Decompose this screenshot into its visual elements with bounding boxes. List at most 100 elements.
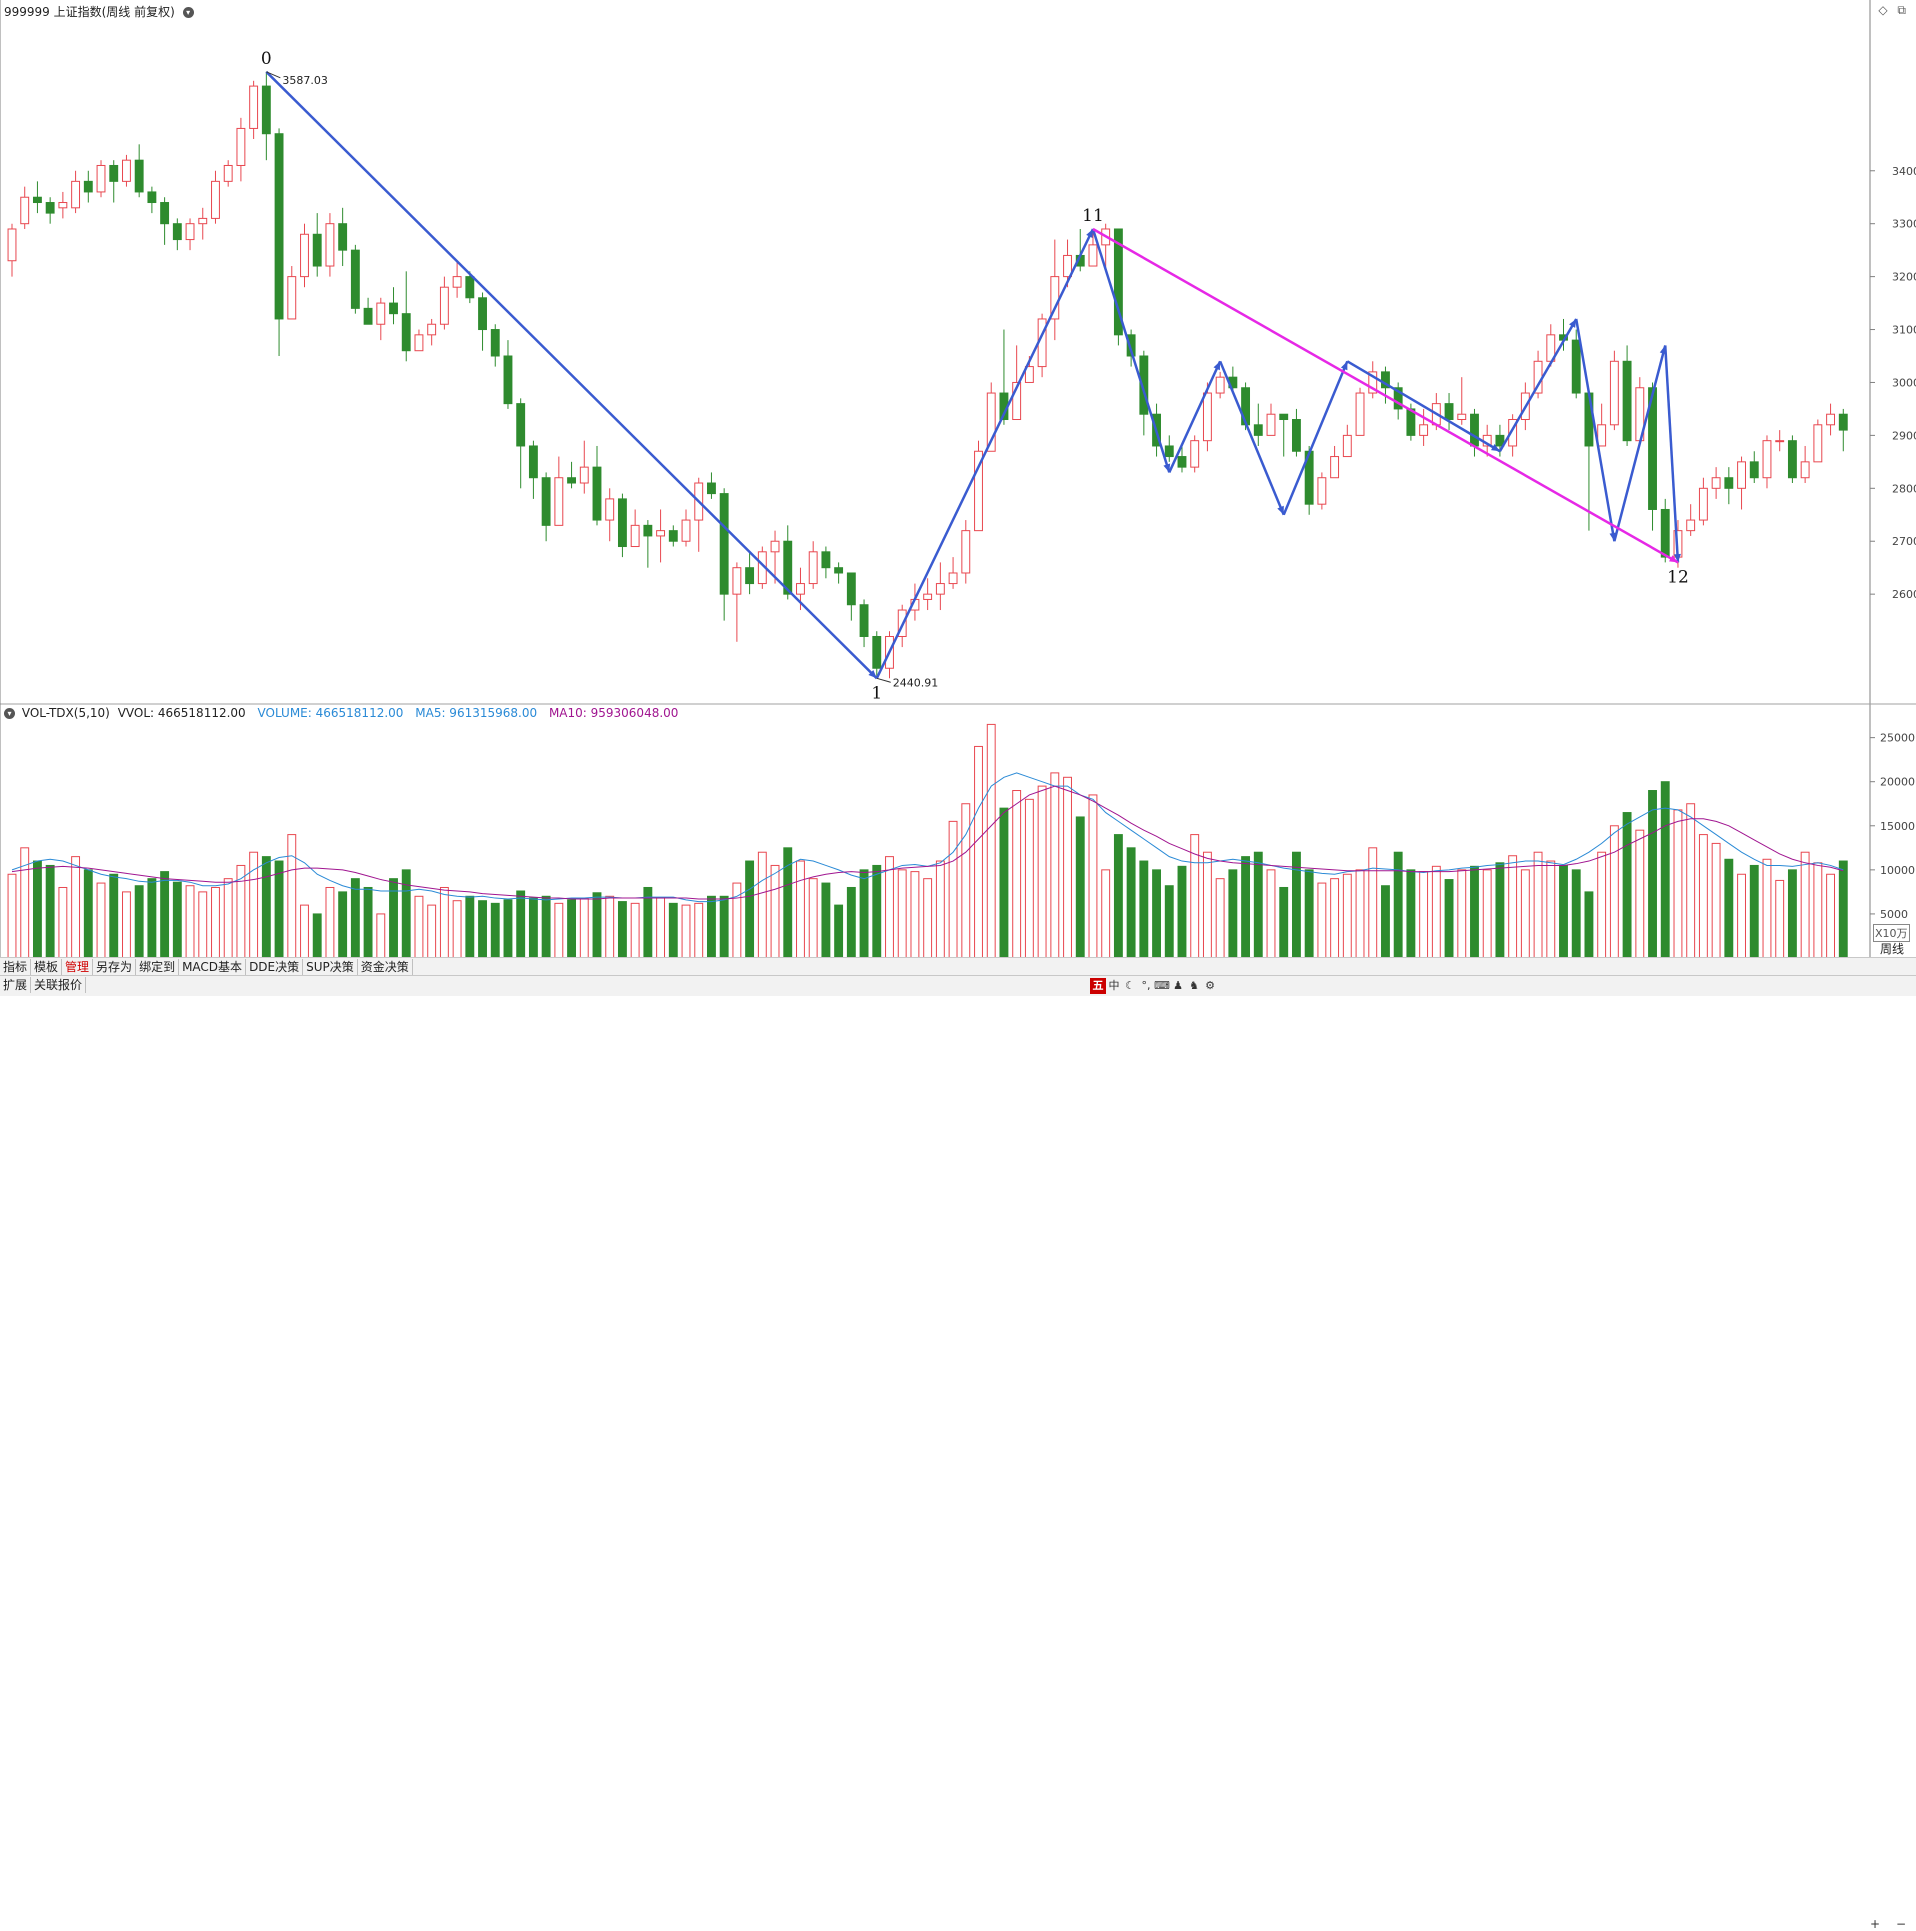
volume-bar <box>1813 862 1823 959</box>
wave-line-blue <box>1091 228 1171 473</box>
chevron-down-icon[interactable]: ▾ <box>182 7 194 18</box>
high-pointer <box>266 71 281 79</box>
candle-body <box>1711 477 1721 489</box>
volume-bar <box>859 869 869 959</box>
candle-body <box>274 133 284 320</box>
tab-macd[interactable]: MACD基本 <box>179 959 247 975</box>
wave-line-blue-arrowhead <box>1213 361 1221 371</box>
candle-body <box>1470 413 1479 447</box>
volume-bar <box>923 878 933 959</box>
volume-bar <box>872 864 882 959</box>
volume-value: VOLUME: 466518112.00 <box>257 706 404 720</box>
volume-bar <box>834 904 844 959</box>
candle-body <box>490 329 500 357</box>
candle-body <box>796 583 805 595</box>
volume-bar <box>1457 869 1467 959</box>
candle-body <box>1215 376 1225 394</box>
wave-line-blue <box>1168 360 1222 473</box>
y-tick-label: 2800 <box>1892 482 1916 495</box>
tab-dde[interactable]: DDE决策 <box>246 959 304 975</box>
candle-body <box>528 445 538 479</box>
candle-body <box>719 493 729 595</box>
volume-bar <box>630 902 640 959</box>
candle-body <box>300 233 309 278</box>
wave-line-blue-arrowhead <box>1569 318 1577 328</box>
volume-bar <box>1622 812 1632 959</box>
volume-bar <box>1050 772 1060 959</box>
tab-sup[interactable]: SUP决策 <box>303 959 358 975</box>
volume-bar <box>1139 860 1149 959</box>
tab-extend[interactable]: 扩展 <box>0 977 32 993</box>
candle-body <box>211 180 220 219</box>
candle-body <box>821 551 831 569</box>
zoom-out-button[interactable]: − <box>1895 1917 1906 1931</box>
tab-template[interactable]: 模板 <box>31 959 63 975</box>
volume-bar <box>1508 855 1518 959</box>
volume-bar <box>1686 803 1696 959</box>
tab-manage[interactable]: 管理 <box>62 959 94 975</box>
volume-bar <box>516 890 526 959</box>
ma5-value: MA5: 961315968.00 <box>415 706 538 720</box>
candle-body <box>579 466 589 484</box>
candle-body <box>1737 461 1746 489</box>
volume-bar <box>745 860 755 959</box>
volume-bar <box>961 803 971 959</box>
volume-bar <box>45 864 55 959</box>
keyboard-icon[interactable]: ⌨ <box>1154 979 1170 992</box>
chevron-down-icon[interactable]: ▾ <box>4 708 15 719</box>
diamond-icon[interactable]: ◇ <box>1878 3 1888 17</box>
person-icon[interactable]: ♞ <box>1189 979 1199 992</box>
candle-body <box>1495 434 1505 447</box>
candle-body <box>376 302 386 325</box>
volume-bar <box>1520 869 1530 959</box>
candle-body <box>1291 419 1301 452</box>
volume-bar <box>1495 862 1505 959</box>
candle-body <box>1088 244 1098 267</box>
restore-icon[interactable]: ⧉ <box>1897 3 1906 17</box>
volume-bar <box>1291 851 1301 959</box>
tab-indicator[interactable]: 指标 <box>0 959 32 975</box>
volume-bar <box>7 873 17 959</box>
volume-bar <box>541 895 551 959</box>
volume-bar <box>1724 858 1734 959</box>
wu-icon[interactable]: 五 <box>1090 978 1106 994</box>
moon-icon[interactable]: ☾ <box>1125 979 1135 992</box>
volume-bar <box>796 860 805 959</box>
tab-bind-to[interactable]: 绑定到 <box>136 959 180 975</box>
candle-body <box>287 276 297 320</box>
candle-body <box>363 307 373 325</box>
wave-label: 11 <box>1082 206 1104 226</box>
tab-related-quotes[interactable]: 关联报价 <box>31 977 87 993</box>
volume-bar <box>668 902 678 959</box>
candle-body <box>503 355 513 405</box>
chart-canvas[interactable]: 2600 2700 2800 2900 3000 3100 3200 3300 3400 5000… <box>0 0 1916 995</box>
volume-bar <box>770 864 780 959</box>
volume-bar <box>579 897 589 959</box>
zhong-icon[interactable]: 中 <box>1108 979 1120 992</box>
candle-body <box>745 567 755 585</box>
candle-body <box>58 202 68 209</box>
settings-icon[interactable]: ⚙ <box>1205 979 1215 992</box>
punctuation-icon[interactable]: °, <box>1141 979 1151 992</box>
zoom-in-button[interactable]: + <box>1870 1917 1881 1931</box>
candle-body <box>1838 413 1848 431</box>
candle-body <box>948 572 958 585</box>
candle-body <box>465 276 475 299</box>
volume-bar <box>1419 871 1429 959</box>
volume-bar <box>503 899 513 959</box>
candle-body <box>1381 371 1390 389</box>
volume-bar <box>261 856 271 959</box>
candle-body <box>1330 456 1340 479</box>
candle-body <box>172 223 182 241</box>
volume-bar <box>1126 847 1136 959</box>
candle-body <box>223 164 233 182</box>
candle-body <box>1279 413 1289 421</box>
candle-body <box>45 202 55 214</box>
tab-save-as[interactable]: 另存为 <box>93 959 137 975</box>
user-icon[interactable]: ♟ <box>1173 979 1183 992</box>
tab-funds[interactable]: 资金决策 <box>358 959 413 975</box>
volume-bar <box>707 895 716 959</box>
candle-body <box>605 498 615 521</box>
volume-bar <box>1635 829 1645 959</box>
vvol-value: VVOL: 466518112.00 <box>117 706 246 720</box>
